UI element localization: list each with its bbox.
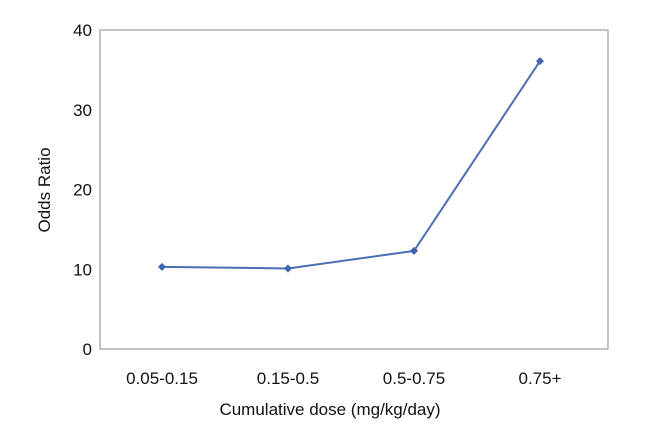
y-axis-ticks: 0 10 20 30 40	[73, 21, 92, 359]
y-tick-label: 0	[83, 340, 92, 359]
plot-frame	[99, 29, 609, 350]
y-tick-label: 10	[73, 260, 92, 279]
y-axis-title: Odds Ratio	[35, 147, 54, 232]
x-axis-title: Cumulative dose (mg/kg/day)	[219, 400, 440, 419]
x-tick-label: 0.5-0.75	[383, 369, 445, 388]
data-point-marker	[536, 57, 544, 66]
data-point-marker	[158, 262, 166, 271]
y-tick-label: 30	[73, 101, 92, 120]
x-axis-ticks: 0.05-0.15 0.15-0.5 0.5-0.75 0.75+	[126, 369, 562, 388]
x-tick-label: 0.75+	[518, 369, 561, 388]
x-tick-label: 0.15-0.5	[257, 369, 319, 388]
x-tick-label: 0.05-0.15	[126, 369, 198, 388]
data-point-marker	[410, 246, 418, 255]
series-markers	[158, 57, 544, 273]
series-line	[161, 60, 541, 270]
y-tick-label: 20	[73, 181, 92, 200]
data-point-marker	[284, 264, 292, 273]
y-tick-label: 40	[73, 21, 92, 40]
